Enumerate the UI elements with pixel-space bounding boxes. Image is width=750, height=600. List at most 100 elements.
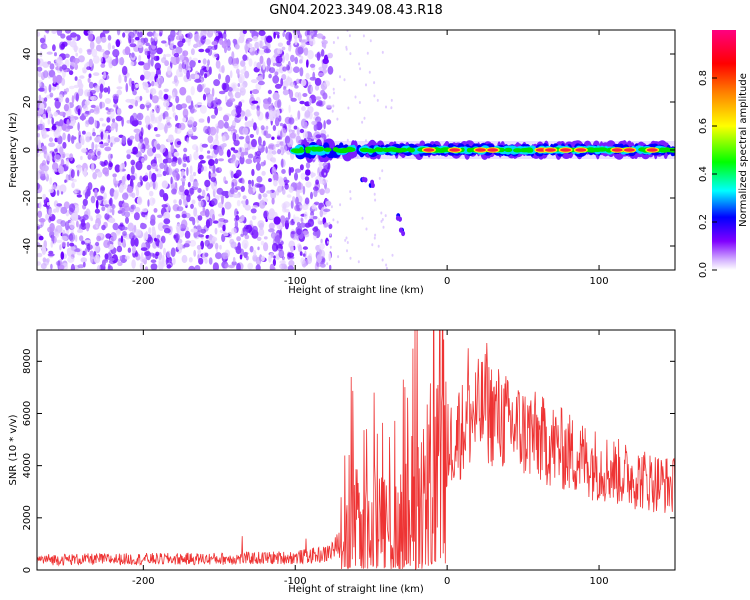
noise-speck [140, 223, 147, 230]
noise-speck [197, 249, 202, 255]
signal-blob [513, 148, 523, 153]
noise-speck [286, 40, 291, 46]
noise-speck [86, 61, 90, 67]
noise-speck [70, 32, 77, 38]
noise-speck [37, 153, 40, 157]
noise-speck [158, 76, 164, 85]
noise-speck [198, 234, 204, 238]
noise-speck [232, 193, 240, 199]
noise-speck [349, 190, 352, 194]
noise-speck [279, 64, 284, 74]
noise-speck [208, 30, 215, 33]
noise-speck [111, 59, 118, 67]
noise-speck [70, 169, 75, 179]
noise-speck [170, 176, 173, 185]
noise-speck [157, 222, 165, 232]
snr-y-label: SNR (10 * v/v) [8, 414, 19, 485]
noise-speck [309, 63, 316, 68]
noise-speck [237, 83, 241, 87]
noise-speck [52, 162, 59, 171]
noise-speck [279, 122, 284, 127]
signal-hotspot [423, 148, 435, 152]
noise-speck [202, 58, 207, 65]
noise-speck [103, 142, 109, 147]
noise-speck [78, 47, 83, 54]
noise-speck [42, 122, 45, 132]
noise-speck [50, 240, 54, 248]
noise-speck [280, 215, 286, 224]
noise-speck [100, 36, 107, 43]
noise-speck [107, 42, 112, 51]
noise-speck [175, 46, 183, 54]
noise-speck [267, 109, 275, 120]
noise-speck [86, 66, 92, 71]
noise-speck [81, 240, 86, 245]
noise-speck [224, 180, 228, 184]
signal-blob [682, 140, 687, 154]
signal-blob [310, 147, 319, 152]
noise-speck [233, 139, 240, 147]
noise-speck [271, 136, 275, 140]
noise-speck [268, 143, 276, 150]
noise-speck [187, 181, 191, 188]
noise-speck [155, 133, 161, 138]
noise-speck [110, 232, 117, 242]
noise-speck [92, 172, 98, 180]
noise-speck [87, 49, 92, 55]
noise-speck [88, 73, 92, 78]
noise-speck [247, 153, 254, 159]
noise-speck [63, 201, 70, 209]
noise-speck [175, 35, 183, 41]
noise-speck [101, 206, 106, 212]
noise-speck [70, 135, 75, 144]
noise-speck [58, 94, 64, 103]
noise-speck [152, 181, 156, 190]
noise-speck [103, 192, 107, 200]
noise-speck [129, 43, 137, 48]
noise-speck [306, 255, 313, 265]
noise-speck [38, 94, 42, 101]
noise-speck [249, 134, 254, 138]
noise-speck [204, 239, 210, 247]
noise-speck [306, 59, 309, 68]
noise-speck [64, 30, 72, 34]
noise-speck [122, 32, 126, 38]
noise-speck [273, 179, 278, 187]
x-tick-label: -100 [284, 576, 307, 587]
noise-speck [362, 34, 365, 38]
noise-speck [82, 130, 86, 135]
noise-speck [61, 64, 67, 70]
noise-speck [176, 68, 183, 78]
y-tick-label: 40 [22, 48, 33, 61]
noise-speck [305, 162, 311, 169]
noise-speck [139, 262, 144, 270]
noise-speck [99, 101, 103, 110]
noise-speck [130, 204, 136, 210]
noise-speck [227, 126, 232, 132]
noise-speck [302, 93, 308, 97]
noise-speck [139, 95, 143, 101]
noise-speck [262, 140, 266, 147]
noise-speck [115, 115, 123, 122]
noise-speck [150, 57, 154, 67]
noise-speck [283, 86, 287, 91]
noise-speck [59, 244, 62, 251]
noise-speck [289, 167, 295, 173]
noise-speck [256, 236, 262, 241]
noise-speck [252, 122, 257, 131]
noise-speck [163, 228, 171, 234]
noise-speck [235, 245, 242, 255]
noise-speck [273, 255, 276, 259]
signal-hotspot [487, 148, 499, 152]
noise-speck [173, 52, 180, 58]
signal-blob [504, 147, 513, 153]
noise-speck [118, 74, 122, 84]
noise-speck [283, 201, 291, 208]
noise-speck [60, 251, 65, 260]
noise-speck [381, 258, 384, 262]
noise-speck [38, 235, 44, 241]
noise-speck [84, 100, 90, 106]
signal-hotspot [646, 148, 658, 152]
noise-speck [197, 215, 203, 221]
